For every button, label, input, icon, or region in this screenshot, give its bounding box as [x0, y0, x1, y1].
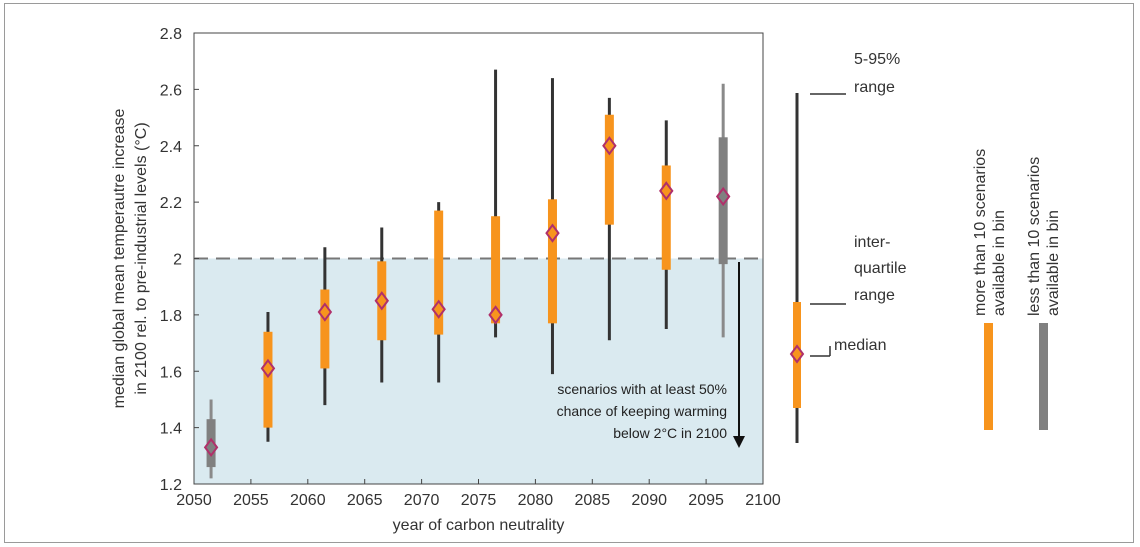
key-range-label-2: range — [854, 79, 895, 96]
y-tick-label: 1.2 — [160, 477, 182, 494]
y-tick-label: 2.8 — [160, 26, 182, 43]
y-tick-label: 1.6 — [160, 364, 182, 381]
y-tick-label: 1.4 — [160, 421, 182, 438]
bin-median-marker — [203, 437, 219, 458]
annotation-line-3: below 2°C in 2100 — [613, 425, 727, 441]
bin-3 — [374, 227, 390, 383]
bin-median-marker — [431, 299, 446, 319]
below-2c-shaded-region — [194, 258, 763, 484]
bin-4 — [431, 202, 446, 383]
bin-7 — [602, 97, 617, 341]
y-tick-label: 1.8 — [160, 308, 182, 325]
key-iqr-label-2: quartile — [854, 260, 907, 277]
legend-more-than-10-line1: more than 10 scenarios — [972, 149, 989, 316]
annotation-line-1: scenarios with at least 50% — [557, 381, 727, 397]
y-tick-label: 2.2 — [160, 195, 182, 212]
annotation-arrow-head — [733, 436, 745, 448]
bin-9 — [715, 83, 731, 338]
x-tick-label: 2055 — [233, 492, 269, 509]
x-tick-label: 2090 — [631, 492, 667, 509]
x-tick-label: 2060 — [290, 492, 326, 509]
y-tick-label: 2.4 — [160, 139, 182, 156]
bin-iqr-box — [604, 114, 614, 225]
y-tick-label: 2.6 — [160, 82, 182, 99]
bin-median-marker — [602, 136, 617, 156]
x-tick-label: 2085 — [575, 492, 611, 509]
legend-swatch-less-than-10 — [1039, 323, 1048, 430]
bin-median-marker — [545, 223, 560, 243]
key-iqr-label-3: range — [854, 287, 895, 304]
key-median-label: median — [834, 337, 886, 354]
bin-iqr-box — [491, 216, 501, 324]
x-tick-label: 2075 — [461, 492, 497, 509]
key-range-label-1: 5-95% — [854, 51, 900, 68]
x-tick-label: 2100 — [745, 492, 781, 509]
bin-iqr-box — [320, 289, 330, 369]
x-tick-label: 2080 — [518, 492, 554, 509]
boxplot-bins — [203, 69, 731, 479]
key-median-marker — [789, 344, 805, 364]
bin-iqr-box — [263, 331, 273, 428]
legend-less-than-10-line1: less than 10 scenarios — [1026, 157, 1043, 316]
bin-5 — [488, 69, 503, 338]
boxplot-key: 5-95% range inter- quartile range median — [789, 51, 907, 443]
x-tick-label: 2050 — [176, 492, 212, 509]
bin-6 — [545, 78, 560, 375]
bin-median-marker — [317, 302, 333, 322]
x-tick-label: 2070 — [404, 492, 440, 509]
bin-median-marker — [374, 291, 390, 311]
bin-iqr-box — [661, 165, 671, 270]
bin-median-marker — [260, 358, 276, 379]
bin-median-marker — [488, 305, 503, 325]
legend-less-than-10-line2: available in bin — [1045, 210, 1062, 316]
x-axis-title: year of carbon neutrality — [393, 517, 565, 534]
bin-8 — [659, 120, 674, 329]
x-tick-label: 2095 — [688, 492, 724, 509]
x-tick-label: 2065 — [347, 492, 383, 509]
bin-median-marker — [659, 181, 674, 201]
bin-0 — [203, 399, 219, 479]
color-legend: more than 10 scenarios available in bin … — [972, 149, 1062, 430]
below-2c-annotation: scenarios with at least 50% chance of ke… — [557, 262, 745, 448]
x-axis: 2050 2055 2060 2065 2070 2075 2080 2085 2090 2095… — [176, 479, 781, 509]
bin-median-marker — [715, 186, 731, 207]
legend-more-than-10-line2: available in bin — [991, 210, 1008, 316]
y-axis-title-line1: median global mean temperautre increase — [111, 109, 128, 409]
y-axis: 1.2 1.4 1.6 1.8 2 2.2 2.4 2.6 2.8 — [160, 26, 199, 494]
bin-2 — [317, 247, 333, 406]
legend-swatch-more-than-10 — [984, 323, 993, 430]
bin-iqr-box — [547, 199, 557, 324]
bin-1 — [260, 312, 276, 442]
y-axis-title-line2: in 2100 rel. to pre-industrial levels (°… — [133, 122, 150, 394]
y-tick-label: 2 — [173, 252, 182, 269]
key-iqr-label-1: inter- — [854, 234, 890, 251]
annotation-line-2: chance of keeping warming — [557, 403, 727, 419]
bin-iqr-box — [434, 210, 444, 335]
